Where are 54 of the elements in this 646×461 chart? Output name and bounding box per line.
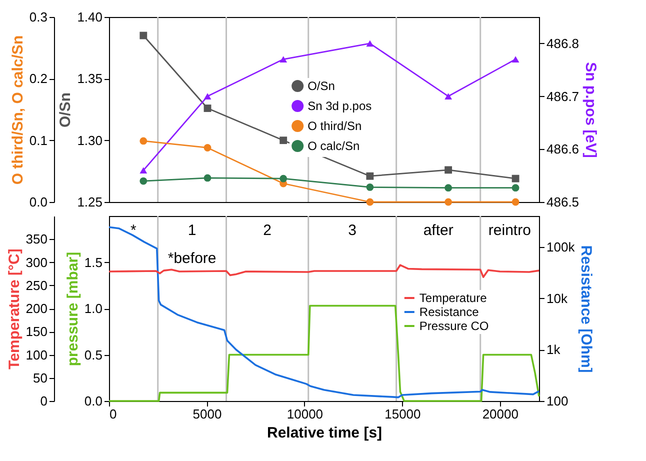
y2-tick-label: 486.8 (546, 36, 580, 51)
y3-tick-label: 0 (40, 394, 48, 408)
y2-tick-label: 486.6 (546, 142, 580, 157)
y3-tick-label: 100 (26, 347, 48, 362)
legend-label: O/Sn (308, 79, 335, 94)
annotation: after (423, 222, 454, 239)
x-tick-label: 0 (110, 406, 117, 422)
y2-tick-label: 486.5 (546, 194, 580, 210)
y3-axis-title: Temperature [°C] (6, 248, 23, 370)
y-axis-title: pressure [mbar] (64, 252, 82, 366)
legend-label: Resistance (419, 305, 480, 319)
annotation: *before (168, 250, 216, 267)
legend-label: Temperature (419, 291, 488, 305)
y-axis-title: O/Sn (57, 92, 74, 128)
x-tick-label: 15000 (384, 406, 421, 422)
x-axis-title: Relative time [s] (266, 424, 382, 442)
y3-tick-label: 0.2 (29, 71, 48, 86)
y3-tick-label: 250 (26, 278, 48, 293)
y3-tick-label: 300 (26, 254, 48, 270)
annotation: 2 (263, 222, 272, 239)
legend-label: Sn 3d p.pos (308, 99, 372, 114)
y3-tick-label: 0.0 (29, 194, 48, 210)
y3-tick-label: 0.1 (29, 132, 48, 148)
y-tick-label: 0.0 (84, 394, 102, 408)
annotation: 1 (188, 222, 196, 239)
x-tick-label: 10000 (286, 406, 324, 422)
x-tick-label: 5000 (192, 406, 222, 422)
annotation: * (130, 222, 137, 239)
annotation: reintro (488, 222, 531, 239)
y-tick-label: 1.30 (77, 132, 102, 148)
y3-tick-label: 350 (26, 232, 48, 247)
y2-tick-label: 100k (546, 239, 576, 254)
y2-tick-label: 100 (546, 394, 568, 408)
y2-axis-title: Resistance [Ohm] (578, 245, 595, 373)
y-tick-label: 1.5 (84, 254, 102, 270)
y3-axis-title: O third/Sn, O calc/Sn (9, 35, 26, 185)
y2-tick-label: 10k (546, 290, 568, 306)
y3-tick-label: 0.3 (29, 10, 48, 24)
y2-tick-label: 1k (546, 342, 561, 358)
y-tick-label: 1.25 (77, 194, 102, 210)
y3-tick-label: 200 (26, 301, 48, 316)
x-tick-label: 20000 (482, 406, 518, 422)
y3-tick-label: 150 (26, 324, 48, 340)
y2-tick-label: 486.7 (546, 88, 580, 104)
legend-label: Pressure CO (419, 319, 489, 333)
legend-label: O third/Sn (308, 119, 362, 134)
y-tick-label: 1.35 (77, 71, 102, 86)
y2-axis-title: Sn p.pos [eV] (582, 62, 600, 158)
y-tick-label: 1.40 (77, 10, 102, 24)
y3-tick-label: 50 (33, 370, 48, 386)
annotation: 3 (348, 222, 357, 239)
y-tick-label: 0.5 (84, 347, 102, 362)
y-tick-label: 1.0 (84, 301, 102, 316)
legend-label: O calc/Sn (308, 139, 360, 154)
